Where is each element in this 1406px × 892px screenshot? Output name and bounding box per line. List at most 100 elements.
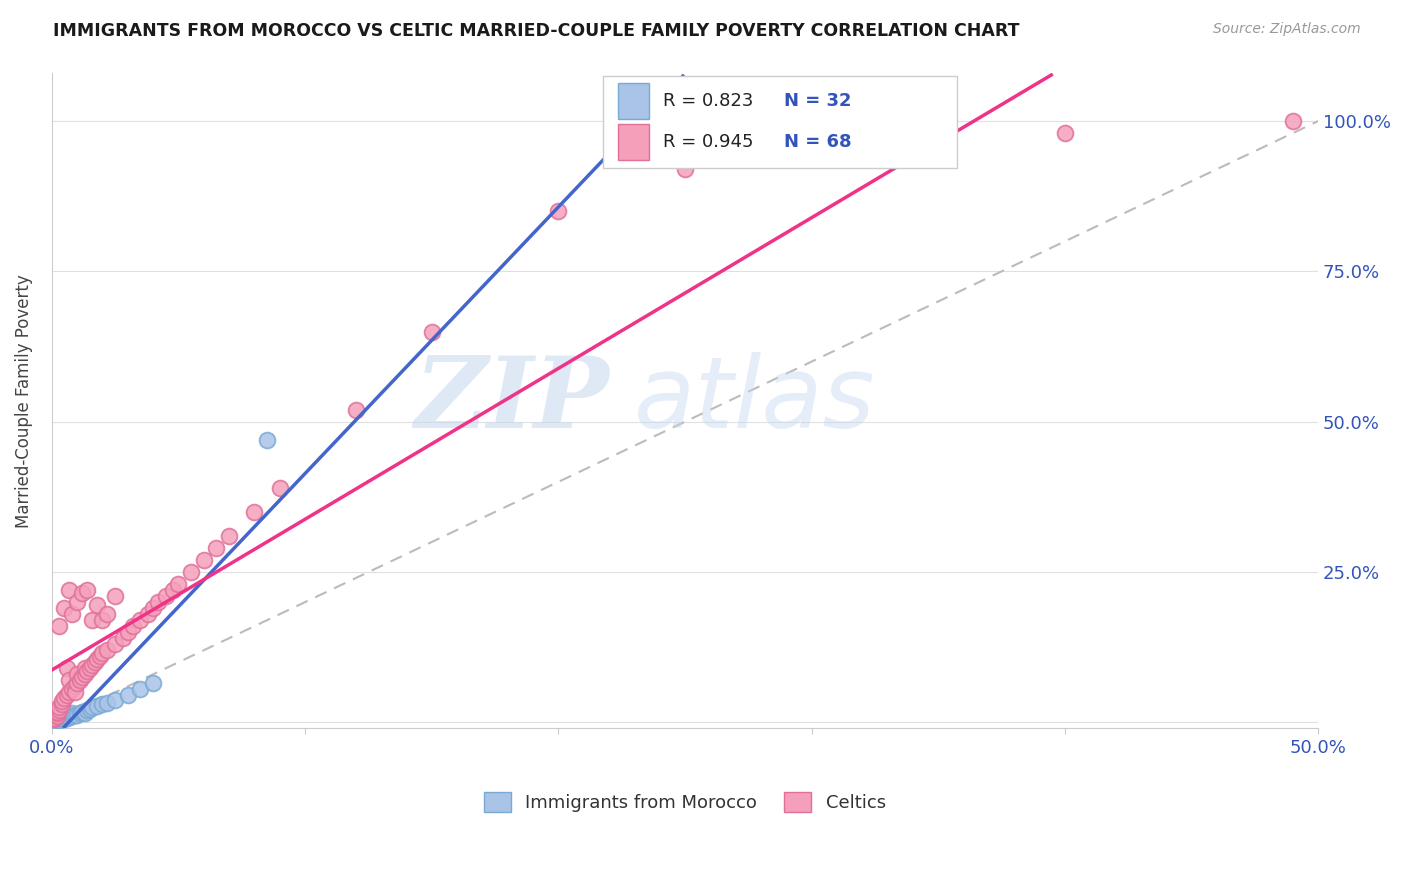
Point	[66, 676, 89, 690]
Point	[420, 325, 443, 339]
Point	[180, 565, 202, 579]
Point	[69, 673, 91, 688]
Point	[51, 698, 73, 712]
Point	[104, 589, 127, 603]
Point	[48, 700, 70, 714]
Point	[48, 711, 70, 725]
Point	[82, 700, 104, 714]
Point	[1281, 114, 1303, 128]
Point	[70, 586, 93, 600]
Point	[142, 601, 165, 615]
Point	[60, 682, 83, 697]
Bar	[617, 83, 650, 120]
Point	[45, 706, 67, 721]
Point	[96, 696, 118, 710]
Text: atlas: atlas	[634, 352, 876, 450]
Point	[269, 481, 291, 495]
Point	[155, 589, 177, 603]
Point	[104, 637, 127, 651]
Point	[45, 709, 67, 723]
Point	[60, 607, 83, 622]
Bar	[617, 124, 650, 160]
Point	[56, 708, 79, 723]
Point	[121, 619, 143, 633]
Point	[117, 689, 139, 703]
Point	[142, 676, 165, 690]
Point	[48, 703, 70, 717]
Point	[91, 698, 114, 712]
Point	[44, 714, 66, 728]
Point	[44, 714, 66, 729]
Point	[51, 694, 73, 708]
Point	[58, 673, 80, 688]
Point	[111, 632, 134, 646]
Point	[86, 652, 108, 666]
Point	[66, 595, 89, 609]
Legend: Immigrants from Morocco, Celtics: Immigrants from Morocco, Celtics	[475, 783, 896, 822]
Point	[82, 613, 104, 627]
Point	[86, 698, 108, 713]
Point	[91, 646, 114, 660]
Point	[89, 649, 111, 664]
Point	[51, 710, 73, 724]
Point	[63, 679, 86, 693]
Point	[56, 689, 79, 703]
Point	[96, 607, 118, 622]
Point	[104, 692, 127, 706]
Point	[51, 713, 73, 727]
Y-axis label: Married-Couple Family Poverty: Married-Couple Family Poverty	[15, 274, 32, 527]
Point	[45, 705, 67, 719]
Point	[63, 708, 86, 723]
Point	[344, 402, 367, 417]
Point	[48, 709, 70, 723]
Text: Source: ZipAtlas.com: Source: ZipAtlas.com	[1213, 22, 1361, 37]
Text: N = 68: N = 68	[783, 133, 852, 151]
Point	[45, 710, 67, 724]
Point	[66, 707, 89, 722]
Text: N = 32: N = 32	[783, 92, 851, 111]
Text: IMMIGRANTS FROM MOROCCO VS CELTIC MARRIED-COUPLE FAMILY POVERTY CORRELATION CHAR: IMMIGRANTS FROM MOROCCO VS CELTIC MARRIE…	[53, 22, 1019, 40]
Point	[76, 665, 98, 679]
Text: R = 0.945: R = 0.945	[664, 133, 754, 151]
Point	[1053, 126, 1076, 140]
Point	[53, 712, 76, 726]
Point	[205, 541, 228, 555]
Point	[800, 150, 823, 164]
Point	[243, 505, 266, 519]
Point	[82, 658, 104, 673]
Point	[44, 708, 66, 723]
Point	[146, 595, 169, 609]
Point	[60, 706, 83, 721]
Point	[91, 613, 114, 627]
Point	[58, 685, 80, 699]
Point	[66, 667, 89, 681]
Point	[73, 667, 96, 681]
Point	[63, 685, 86, 699]
Point	[48, 713, 70, 727]
Point	[76, 583, 98, 598]
Point	[83, 655, 105, 669]
Point	[44, 710, 66, 724]
Point	[162, 583, 184, 598]
Point	[53, 601, 76, 615]
Point	[56, 710, 79, 724]
Point	[193, 553, 215, 567]
Point	[69, 706, 91, 721]
Point	[58, 583, 80, 598]
Point	[673, 162, 696, 177]
Text: ZIP: ZIP	[413, 352, 609, 449]
Point	[70, 670, 93, 684]
Point	[45, 713, 67, 727]
Point	[48, 619, 70, 633]
Point	[70, 705, 93, 719]
Text: R = 0.823: R = 0.823	[664, 92, 754, 111]
Point	[117, 625, 139, 640]
Point	[96, 643, 118, 657]
Point	[76, 703, 98, 717]
Bar	[603, 76, 957, 168]
Point	[73, 661, 96, 675]
Point	[167, 577, 190, 591]
Point	[79, 702, 101, 716]
Point	[218, 529, 240, 543]
Point	[58, 710, 80, 724]
